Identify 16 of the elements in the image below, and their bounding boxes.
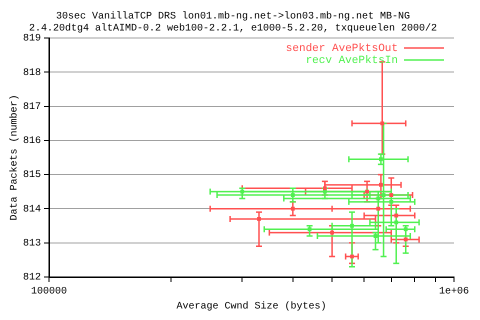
x-tick-label: 1e+06 (438, 286, 470, 298)
y-tick-label: 814 (22, 204, 42, 216)
chart-title: 30sec VanillaTCP DRS lon01.mb-ng.net->lon03.mb-ng.net MB-NG (56, 10, 410, 23)
legend-label: recv AvePktsIn (306, 54, 398, 67)
y-tick-label: 813 (22, 238, 42, 250)
y-tick-label: 817 (22, 102, 42, 113)
y-tick-label: 815 (22, 170, 42, 182)
y-tick-label: 812 (22, 272, 42, 284)
y-tick-label: 819 (22, 34, 42, 45)
y-tick-label: 816 (22, 136, 42, 148)
chart-subtitle: 2.4.20dtg4 altAIMD-0.2 web100-2.2.1, e1000-5.2.20, txqueuelen 2000/2 (28, 22, 438, 35)
legend-label: sender AvePktsOut (286, 42, 398, 55)
x-axis-title: Average Cwnd Size (bytes) (176, 300, 327, 313)
y-tick-label: 818 (22, 68, 42, 79)
y-axis-title: Data Packets (number) (8, 94, 21, 221)
x-tick-label: 100000 (30, 286, 68, 298)
